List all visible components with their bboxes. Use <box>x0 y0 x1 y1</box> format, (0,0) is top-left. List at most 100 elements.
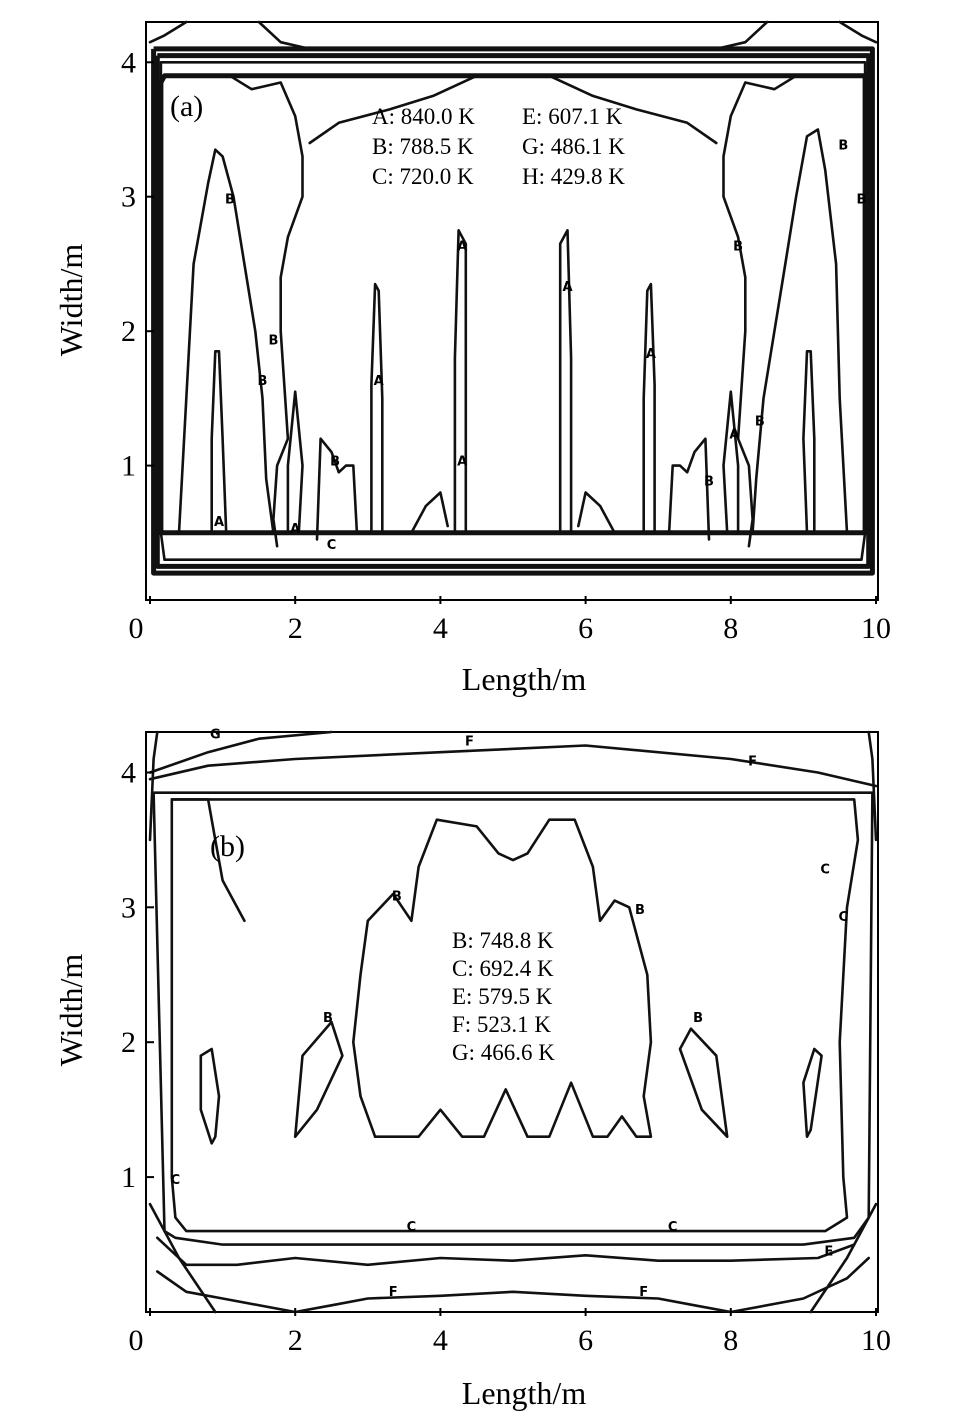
panel-b-contour-label-2: F <box>748 755 757 770</box>
panel-a-contour-label-16: B <box>857 193 867 208</box>
panel-b-contour-B-12 <box>199 1047 221 1145</box>
panel-b-legend-entry: G: 466.6 K <box>452 1040 555 1065</box>
panel-b-legend: B: 748.8 K C: 692.4 K E: 579.5 K F: 523.1 K… <box>452 928 555 1065</box>
panel-b-contour-label-6: C <box>407 1220 417 1235</box>
panel-b-plot-frame <box>145 731 879 1313</box>
panel-a-contour-labels: A A A A A A A A B B B B B B B B B C <box>214 139 866 553</box>
panel-a-contour-H-7 <box>715 20 769 51</box>
panel-a-contour-label-2: A <box>374 374 384 389</box>
panel-b-contour-F-6 <box>156 1256 870 1314</box>
panel-b-contour-label-8: E <box>824 1244 833 1259</box>
panel-a-contour-label-10: B <box>258 374 268 389</box>
panel-a-contour-B-23 <box>410 491 449 535</box>
panel-a-contour-H-6 <box>257 20 311 51</box>
panel-b-contour-label-14: B <box>693 1011 703 1026</box>
panel-a-contour-A-18 <box>642 282 656 535</box>
panel-b-contour-label-9: F <box>389 1285 398 1300</box>
panel-b-y-tick-label-3: 3 <box>121 891 136 924</box>
panel-a-contour-A-13 <box>210 350 228 535</box>
panel-b-x-tick-label-4: 4 <box>433 1324 448 1357</box>
panel-b-contour-G-4 <box>148 730 333 774</box>
panel-a-legend: A: 840.0 K E: 607.1 K B: 788.5 K G: 486.1 K… <box>372 104 625 189</box>
panel-a-x-tick-label-10: 10 <box>861 612 891 645</box>
panel-b-legend-entry: C: 692.4 K <box>452 956 554 981</box>
panel-a-y-tick-label-4: 4 <box>121 46 136 79</box>
panel-b-contour-label-13: B <box>323 1011 333 1026</box>
panel-a-x-axis-title: Length/m <box>462 661 587 697</box>
panel-a-contour-label-6: A <box>646 347 656 362</box>
panel-a-contour-label-1: A <box>290 522 300 537</box>
panel-a-contour-B-11 <box>177 148 275 535</box>
panel-a-contour-B-22 <box>667 437 711 541</box>
panel-a-contour-A-16 <box>453 229 468 535</box>
panel-b-contour-label-10: F <box>639 1285 648 1300</box>
panel-a-contour-C-1 <box>159 61 867 561</box>
panel-b-contour-label-4: C <box>839 910 849 925</box>
panel-a-legend-entry: G: 486.1 K <box>522 134 625 159</box>
panel-a-y-tick-label-2: 2 <box>121 315 136 348</box>
panel-b-contour-B-13 <box>293 1020 344 1138</box>
panel-a-contour-E-2 <box>154 53 872 569</box>
panel-a-contour-C-8 <box>228 74 304 548</box>
panel-a-contour-label-17: C <box>327 538 337 553</box>
panel-b-contour-F-3 <box>148 744 878 788</box>
panel-b-y-tick-label-4: 4 <box>121 757 136 790</box>
panel-b-contour-G-10 <box>867 730 878 842</box>
panel-b-label: (b) <box>210 830 245 863</box>
panel-b-contour-C-1 <box>170 798 246 923</box>
panel-a-y-tick-label-1: 1 <box>121 450 136 483</box>
panel-a-y-axis-title: Width/m <box>53 244 89 357</box>
panel-b-contour-B-15 <box>802 1047 823 1138</box>
panel-a-contour-label-15: B <box>838 139 848 154</box>
panel-b-contour-C-0 <box>170 798 860 1233</box>
panel-a-contour-B-12 <box>751 128 849 535</box>
panel-b-contour-label-11: B <box>392 890 402 905</box>
panel-b-contour-labels: G F F C C C C C E F F B B B B <box>171 728 848 1300</box>
panel-a-contour-label-8: B <box>225 193 235 208</box>
panel-a-contour-A-15 <box>370 282 384 535</box>
panel-b-x-tick-label-2: 2 <box>288 1324 303 1357</box>
panel-b-x-tick-label-0: 0 <box>129 1324 144 1357</box>
panel-b-contour-G-7 <box>148 1202 217 1314</box>
panel-a-contours <box>148 20 878 576</box>
panel-b-contours <box>148 730 878 1314</box>
panel-b-contour-label-1: F <box>465 735 474 750</box>
panel-a-plot-frame <box>145 21 879 601</box>
panel-a-contour-A-19 <box>722 390 740 535</box>
panel-a-x-tick-label-2: 2 <box>288 612 303 645</box>
panel-b-x-tick-label-10: 10 <box>861 1324 891 1357</box>
panel-a-contour-label-14: B <box>704 475 714 490</box>
panel-a-x-tick-label-6: 6 <box>578 612 593 645</box>
panel-a-contour-H-4 <box>148 20 188 44</box>
panel-b-legend-entry: F: 523.1 K <box>452 1012 551 1037</box>
panel-b-contour-B-11 <box>352 818 653 1138</box>
panel-a-legend-entry: A: 840.0 K <box>372 104 475 129</box>
panel-a-legend-entry: C: 720.0 K <box>372 164 474 189</box>
panel-a-x-tick-label-0: 0 <box>129 612 144 645</box>
panel-a-contour-A-20 <box>802 350 816 535</box>
panel-b-contour-B-14 <box>678 1027 729 1138</box>
panel-a-contour-label-13: B <box>755 414 765 429</box>
panel-a-x-tick-label-4: 4 <box>433 612 448 645</box>
panel-b-y-tick-label-1: 1 <box>121 1161 136 1194</box>
panel-a-contour-A-17 <box>558 229 573 535</box>
panel-a-contour-label-12: B <box>733 240 743 255</box>
panel-b-y-axis-title: Width/m <box>53 954 89 1067</box>
panel-b-legend-entry: B: 748.8 K <box>452 928 554 953</box>
panel-b-contour-label-3: C <box>820 863 830 878</box>
panel-a-contour-label-4: A <box>457 455 467 470</box>
panel-b-contour-label-0: G <box>210 728 221 743</box>
panel-b-contour-label-7: C <box>668 1220 678 1235</box>
panel-a-contour-label-7: A <box>729 428 739 443</box>
panel-a-y-tick-label-3: 3 <box>121 181 136 214</box>
panel-a-contour-label-3: A <box>457 240 467 255</box>
panel-b-contour-label-12: B <box>635 903 645 918</box>
panel-b-contour-label-5: C <box>171 1173 181 1188</box>
panel-a-contour-label-0: A <box>214 515 224 530</box>
panel-b-legend-entry: E: 579.5 K <box>452 984 553 1009</box>
panel-b-x-tick-label-8: 8 <box>723 1324 738 1357</box>
